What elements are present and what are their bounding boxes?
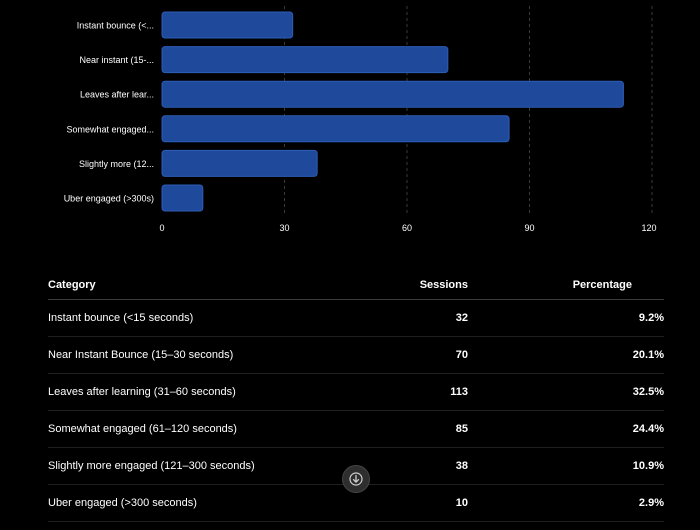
row-sessions: 32 xyxy=(455,312,468,324)
row-category: Instant bounce (<15 seconds) xyxy=(48,312,194,324)
bar xyxy=(161,115,510,143)
table-row: Uber engaged (>300 seconds) 10 2.9% xyxy=(48,485,664,522)
row-percentage: 2.9% xyxy=(638,497,664,509)
row-sessions: 85 xyxy=(455,423,468,435)
category-label: Instant bounce (<... xyxy=(77,21,154,31)
table-row: Near Instant Bounce (15–30 seconds) 70 2… xyxy=(48,337,664,374)
category-label: Uber engaged (>300s) xyxy=(64,194,154,204)
row-category: Near Instant Bounce (15–30 seconds) xyxy=(48,349,234,361)
row-percentage: 24.4% xyxy=(632,423,664,435)
bar xyxy=(161,149,318,177)
row-category: Slightly more engaged (121–300 seconds) xyxy=(48,460,255,472)
table-header-row: Category Sessions Percentage xyxy=(48,270,664,300)
x-tick-label: 0 xyxy=(159,223,164,233)
bar xyxy=(161,46,449,74)
row-percentage: 10.9% xyxy=(632,460,664,472)
header-percentage: Percentage xyxy=(572,278,632,291)
x-tick-label: 30 xyxy=(279,223,289,233)
bar-chart: Instant bounce (<... Near instant (15-...… xyxy=(0,0,700,245)
arrow-down-icon xyxy=(349,472,363,486)
category-label: Slightly more (12... xyxy=(79,159,154,169)
row-sessions: 70 xyxy=(455,349,468,361)
row-category: Uber engaged (>300 seconds) xyxy=(48,497,197,509)
row-category: Somewhat engaged (61–120 seconds) xyxy=(48,423,237,435)
row-sessions: 10 xyxy=(455,497,468,509)
header-category: Category xyxy=(48,278,96,291)
sessions-table: Category Sessions Percentage Instant bou… xyxy=(48,270,664,522)
table-row: Somewhat engaged (61–120 seconds) 85 24.… xyxy=(48,411,664,448)
chart-svg: Instant bounce (<... Near instant (15-...… xyxy=(64,6,657,233)
header-sessions: Sessions xyxy=(419,278,468,291)
x-tick-label: 120 xyxy=(641,223,656,233)
category-label: Somewhat engaged... xyxy=(66,124,154,134)
scroll-down-button[interactable] xyxy=(342,465,370,493)
category-label: Leaves after lear... xyxy=(80,90,154,100)
category-label: Near instant (15-... xyxy=(79,55,154,65)
row-percentage: 20.1% xyxy=(632,349,664,361)
row-sessions: 38 xyxy=(455,460,468,472)
table-row: Leaves after learning (31–60 seconds) 11… xyxy=(48,374,664,411)
row-sessions: 113 xyxy=(450,386,468,398)
row-category: Leaves after learning (31–60 seconds) xyxy=(48,386,236,398)
x-tick-label: 90 xyxy=(524,223,534,233)
bar xyxy=(161,11,294,39)
x-tick-label: 60 xyxy=(402,223,412,233)
bar xyxy=(161,80,624,108)
row-percentage: 9.2% xyxy=(638,312,664,324)
bar xyxy=(161,184,204,212)
row-percentage: 32.5% xyxy=(632,386,664,398)
table-row: Instant bounce (<15 seconds) 32 9.2% xyxy=(48,300,664,337)
